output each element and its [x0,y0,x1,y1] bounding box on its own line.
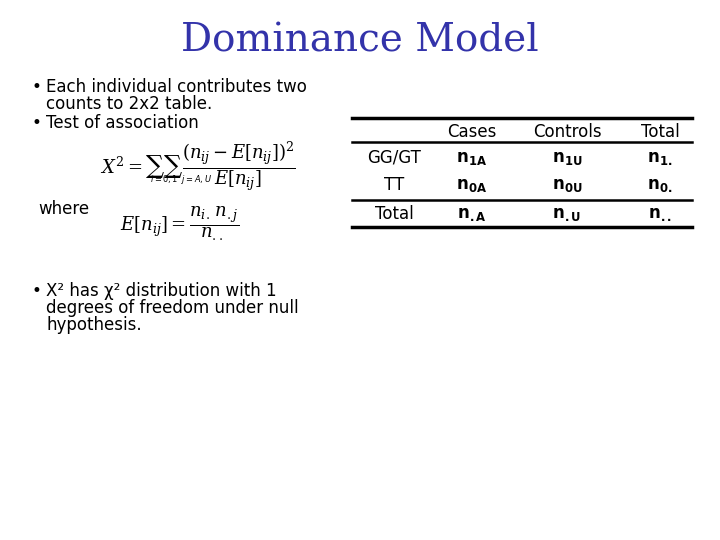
Text: $_{j=A,U}$: $_{j=A,U}$ [181,173,212,186]
Text: where: where [38,200,89,218]
Text: Each individual contributes two: Each individual contributes two [46,78,307,96]
Text: •: • [32,282,42,300]
Text: $\mathbf{n_{1.}}$: $\mathbf{n_{1.}}$ [647,149,672,167]
Text: $\mathbf{n_{..}}$: $\mathbf{n_{..}}$ [648,205,672,223]
Text: •: • [32,78,42,96]
Text: $E[n_{ij}] = \dfrac{n_{i.}\, n_{.j}}{n_{..}}$: $E[n_{ij}] = \dfrac{n_{i.}\, n_{.j}}{n_{… [120,205,239,244]
Text: $\mathbf{n_{1U}}$: $\mathbf{n_{1U}}$ [552,149,582,167]
Text: •: • [32,114,42,132]
Text: $\mathbf{n_{0U}}$: $\mathbf{n_{0U}}$ [552,176,582,194]
Text: counts to 2x2 table.: counts to 2x2 table. [46,95,212,113]
Text: $X^2 = \sum \sum \dfrac{(n_{ij} - E[n_{ij}])^2}{E[n_{ij}]}$: $X^2 = \sum \sum \dfrac{(n_{ij} - E[n_{i… [100,140,296,193]
Text: Dominance Model: Dominance Model [181,22,539,59]
Text: $\mathbf{n_{0A}}$: $\mathbf{n_{0A}}$ [456,176,487,194]
Text: $\mathbf{n_{.A}}$: $\mathbf{n_{.A}}$ [457,205,487,223]
Text: GG/GT: GG/GT [367,149,421,167]
Text: hypothesis.: hypothesis. [46,316,142,334]
Text: Total: Total [374,205,413,223]
Text: TT: TT [384,176,404,194]
Text: $_{i=0,1}$: $_{i=0,1}$ [150,173,179,186]
Text: Test of association: Test of association [46,114,199,132]
Text: X² has χ² distribution with 1: X² has χ² distribution with 1 [46,282,276,300]
Text: $\mathbf{n_{.U}}$: $\mathbf{n_{.U}}$ [552,205,582,223]
Text: $\mathbf{n_{0.}}$: $\mathbf{n_{0.}}$ [647,176,672,194]
Text: Cases: Cases [447,123,497,141]
Text: Controls: Controls [533,123,601,141]
Text: $\mathbf{n_{1A}}$: $\mathbf{n_{1A}}$ [456,149,487,167]
Text: degrees of freedom under null: degrees of freedom under null [46,299,299,317]
Text: Total: Total [641,123,680,141]
